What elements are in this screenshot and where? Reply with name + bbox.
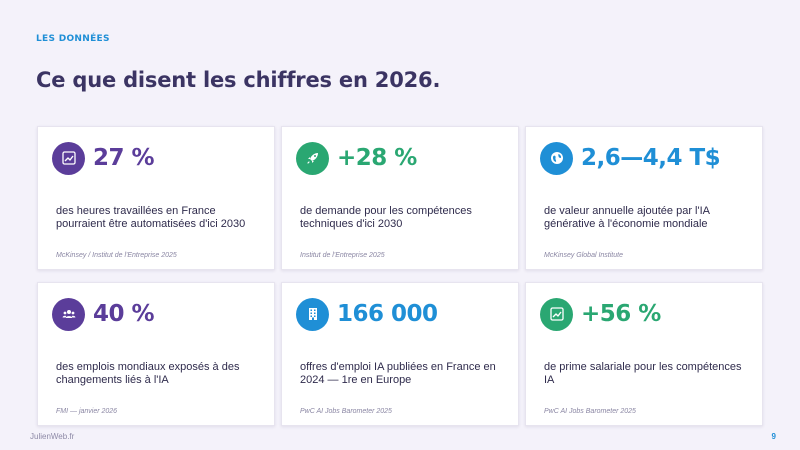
stat-value: 166 000: [337, 301, 438, 327]
stat-card: 27 % des heures travaillées en France po…: [37, 126, 275, 270]
stat-description: de valeur annuelle ajoutée par l'IA géné…: [544, 205, 710, 230]
stat-card: +28 % de demande pour les compétences te…: [281, 126, 519, 270]
stat-card-header: 2,6—4,4 T$: [540, 141, 721, 175]
page-title: Ce que disent les chiffres en 2026.: [36, 68, 441, 92]
stat-source: PwC AI Jobs Barometer 2025: [300, 408, 392, 415]
stat-description: des heures travaillées en France pourrai…: [56, 205, 246, 230]
stat-source: McKinsey Global Institute: [544, 252, 623, 259]
stat-description: offres d'emploi IA publiées en France en…: [300, 361, 496, 386]
section-eyebrow: LES DONNÉES: [36, 34, 110, 44]
building-icon: [296, 297, 329, 331]
stat-value: +56 %: [581, 301, 661, 327]
globe-icon: [540, 141, 573, 175]
stat-source: McKinsey / Institut de l'Entreprise 2025: [56, 252, 177, 259]
page-number: 9: [771, 432, 776, 441]
stat-value: 40 %: [93, 301, 155, 327]
stat-card-header: +28 %: [296, 141, 417, 175]
rocket-icon: [296, 141, 329, 175]
stats-grid: 27 % des heures travaillées en France po…: [37, 126, 763, 426]
stat-card-header: 27 %: [52, 141, 155, 175]
stat-card-header: +56 %: [540, 297, 661, 331]
people-group-icon: [52, 297, 85, 331]
stat-source: FMI — janvier 2026: [56, 408, 118, 415]
stat-card-header: 166 000: [296, 297, 438, 331]
chart-trend-icon: [52, 141, 85, 175]
stat-card: +56 % de prime salariale pour les compét…: [525, 282, 763, 426]
stat-description: des emplois mondiaux exposés à des chang…: [56, 361, 240, 386]
chart-trend-icon: [540, 297, 573, 331]
stat-card: 40 % des emplois mondiaux exposés à des …: [37, 282, 275, 426]
stat-source: PwC AI Jobs Barometer 2025: [544, 408, 636, 415]
stat-value: 2,6—4,4 T$: [581, 145, 721, 171]
stat-card: 2,6—4,4 T$ de valeur annuelle ajoutée pa…: [525, 126, 763, 270]
stat-value: +28 %: [337, 145, 417, 171]
stat-card: 166 000 offres d'emploi IA publiées en F…: [281, 282, 519, 426]
stat-value: 27 %: [93, 145, 155, 171]
stat-description: de prime salariale pour les compétences …: [544, 361, 742, 386]
footer-brand: JulienWeb.fr: [30, 432, 75, 441]
stat-card-header: 40 %: [52, 297, 155, 331]
stat-description: de demande pour les compétences techniqu…: [300, 205, 472, 230]
stat-source: Institut de l'Entreprise 2025: [300, 252, 385, 259]
